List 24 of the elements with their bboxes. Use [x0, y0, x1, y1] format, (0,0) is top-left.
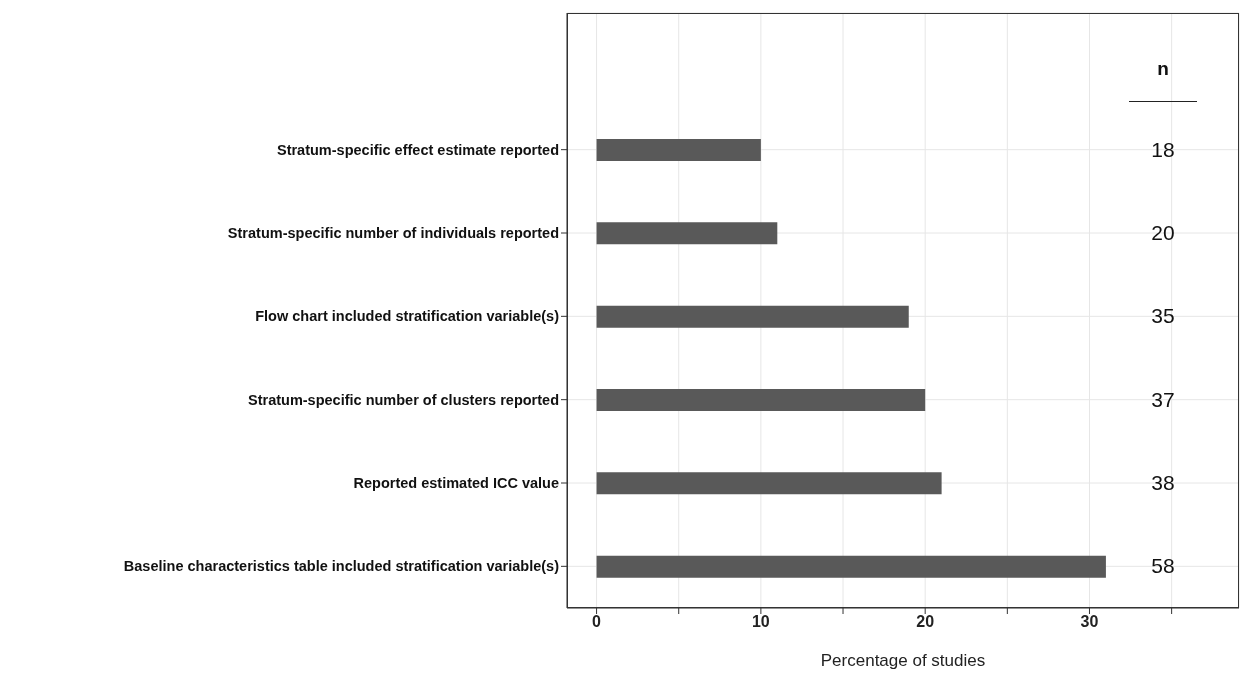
annotation: 20 — [1150, 220, 1176, 246]
annotation: 58 — [1150, 553, 1176, 580]
x-tick-label: 0 — [592, 613, 602, 631]
y-tick-label: Stratum-specific number of clusters reported — [247, 391, 559, 408]
annotation: 18 — [1150, 136, 1176, 163]
x-tick-label: 20 — [916, 613, 935, 631]
y-tick-label: Stratum-specific effect estimate reported — [276, 141, 559, 158]
y-tick-label: Flow chart included stratification variable(s) — [255, 308, 560, 325]
annotation: 35 — [1150, 303, 1176, 330]
text: n — [1156, 58, 1170, 80]
x-axis-title: Percentage of studies — [820, 651, 986, 670]
bar — [596, 305, 909, 328]
bar — [596, 139, 761, 161]
annotation: 37 — [1150, 386, 1176, 413]
y-tick-label: Reported estimated ICC value — [353, 475, 559, 492]
y-tick-label: Stratum-specific number of individuals reported — [227, 225, 559, 242]
x-tick-label: 30 — [1080, 613, 1099, 631]
y-tick-label: Baseline characteristics table included stratification variable(s) — [123, 558, 560, 575]
x-tick-label: 10 — [751, 613, 770, 631]
bar — [596, 222, 778, 245]
bar — [596, 472, 942, 495]
bar — [596, 555, 1106, 578]
bar — [596, 389, 926, 411]
annotation: 38 — [1150, 470, 1176, 496]
